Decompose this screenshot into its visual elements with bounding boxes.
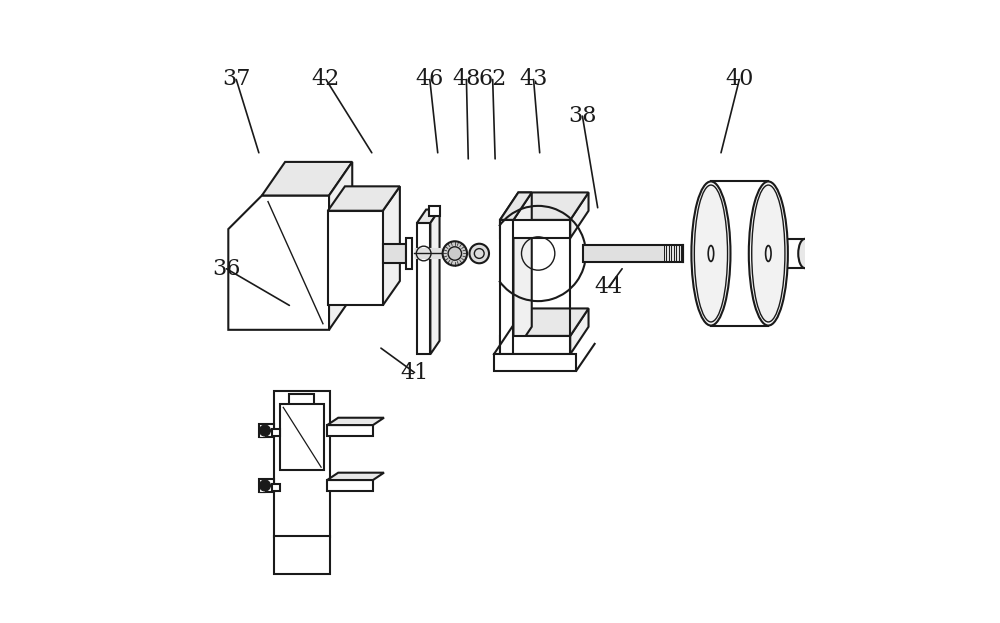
- Polygon shape: [570, 308, 589, 354]
- Polygon shape: [228, 196, 329, 330]
- Polygon shape: [500, 193, 532, 220]
- Ellipse shape: [798, 239, 812, 268]
- Ellipse shape: [691, 181, 730, 326]
- Bar: [280, 404, 324, 470]
- Bar: [583, 245, 683, 262]
- Text: 40: 40: [725, 69, 754, 90]
- Text: 46: 46: [416, 69, 444, 90]
- Polygon shape: [500, 336, 570, 354]
- Polygon shape: [500, 193, 589, 220]
- Bar: [274, 536, 330, 574]
- Bar: [272, 429, 280, 436]
- Polygon shape: [500, 308, 589, 336]
- Polygon shape: [262, 162, 352, 196]
- Circle shape: [469, 244, 489, 264]
- Polygon shape: [327, 418, 384, 425]
- Text: 37: 37: [222, 69, 250, 90]
- Bar: [494, 354, 576, 371]
- Bar: [259, 432, 265, 437]
- Polygon shape: [430, 209, 440, 354]
- Polygon shape: [328, 186, 400, 211]
- Polygon shape: [329, 162, 352, 330]
- Bar: [259, 479, 274, 492]
- Polygon shape: [327, 425, 373, 436]
- Text: 48: 48: [452, 69, 481, 90]
- Bar: [289, 394, 314, 461]
- Circle shape: [443, 241, 467, 266]
- Bar: [274, 391, 330, 538]
- Polygon shape: [327, 473, 384, 480]
- Text: 62: 62: [479, 69, 507, 90]
- Text: 36: 36: [212, 258, 241, 280]
- Polygon shape: [417, 209, 440, 223]
- Polygon shape: [500, 220, 570, 238]
- Polygon shape: [327, 480, 373, 491]
- Polygon shape: [383, 186, 400, 305]
- Text: 38: 38: [568, 105, 597, 127]
- Text: 42: 42: [312, 69, 340, 90]
- Bar: [406, 238, 412, 269]
- Ellipse shape: [749, 181, 788, 326]
- Polygon shape: [417, 223, 430, 354]
- Bar: [259, 424, 274, 437]
- Polygon shape: [328, 211, 383, 305]
- Polygon shape: [500, 220, 513, 354]
- Bar: [272, 483, 280, 491]
- Bar: [383, 244, 406, 264]
- Circle shape: [259, 480, 270, 491]
- Bar: [429, 206, 440, 216]
- Circle shape: [259, 425, 270, 436]
- Polygon shape: [570, 193, 589, 238]
- Text: 43: 43: [519, 69, 548, 90]
- Polygon shape: [513, 193, 532, 354]
- Text: 44: 44: [595, 276, 623, 298]
- Bar: [259, 487, 265, 492]
- Text: 41: 41: [400, 361, 429, 384]
